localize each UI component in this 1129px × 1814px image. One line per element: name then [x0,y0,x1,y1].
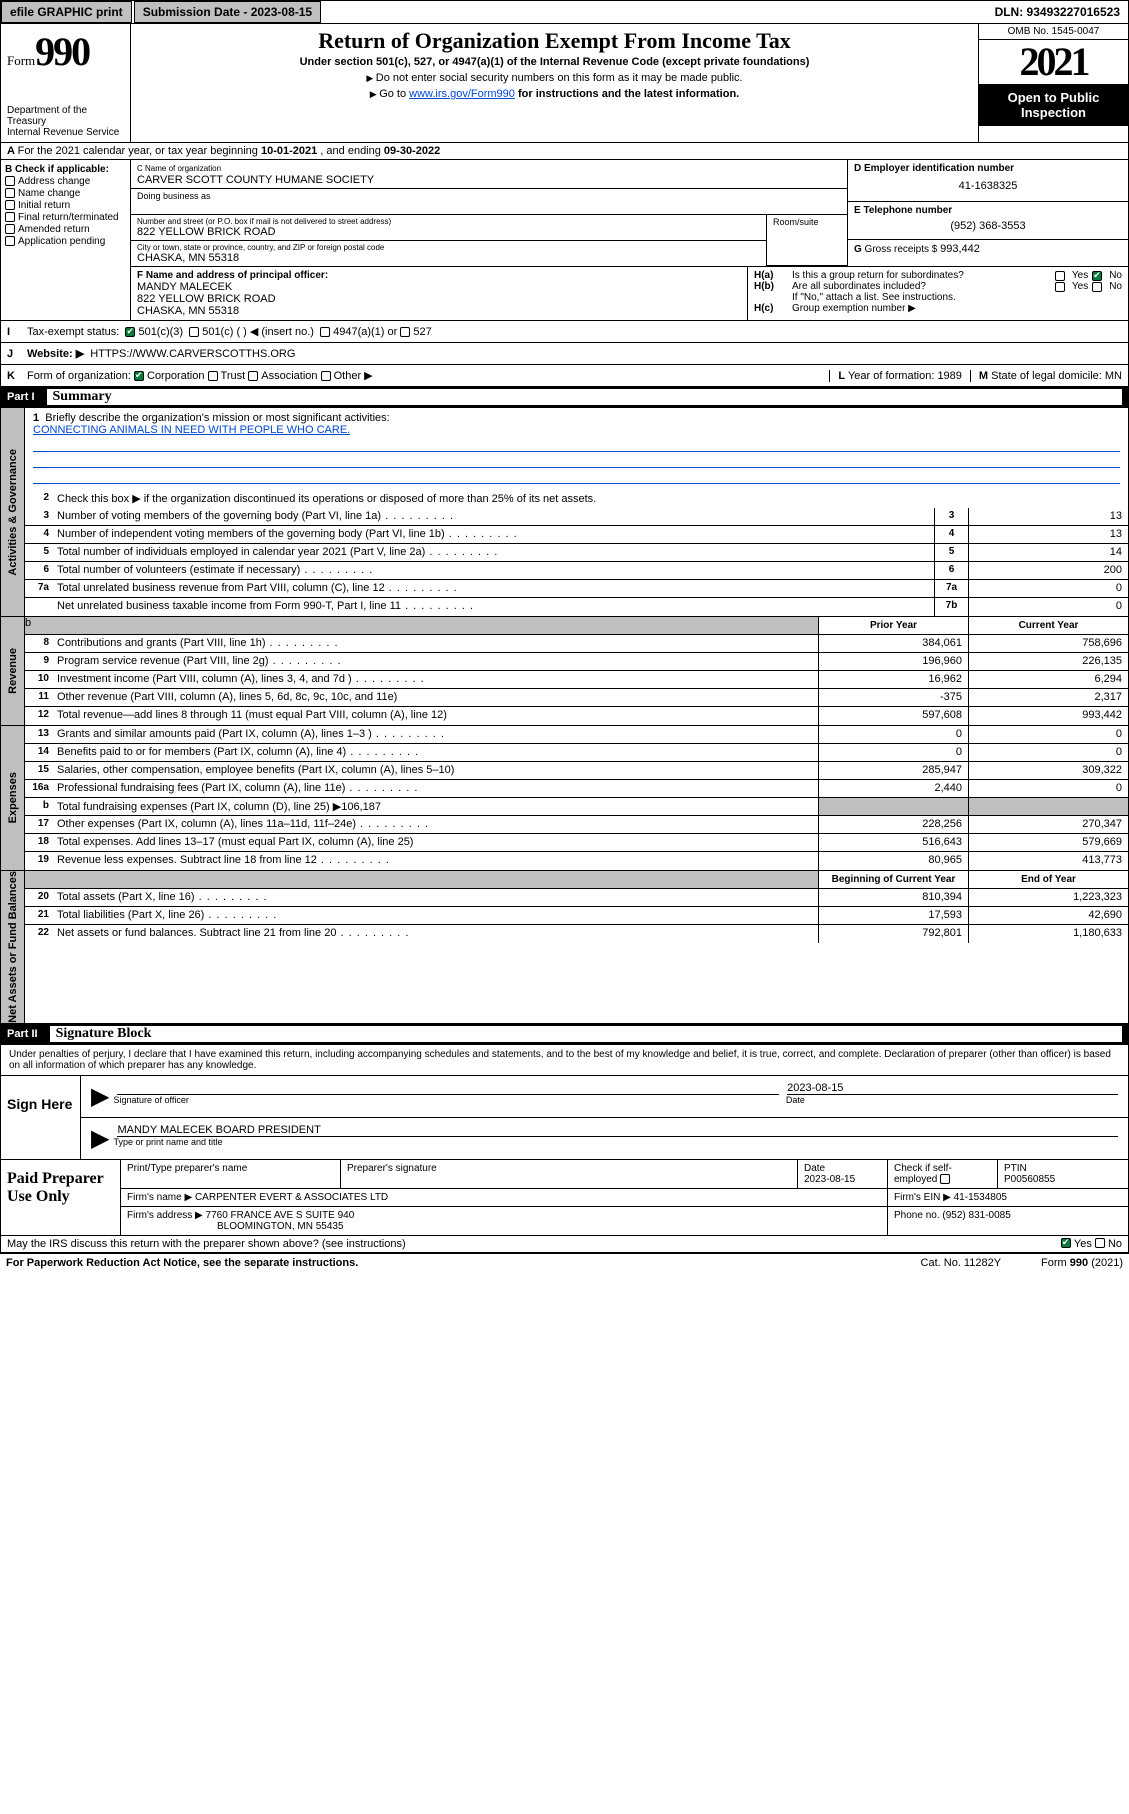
irs: Internal Revenue Service [7,127,124,138]
ein: 41-1638325 [854,174,1122,198]
col-b: B Check if applicable: Address change Na… [1,160,131,320]
netassets-section: Net Assets or Fund Balances Beginning of… [0,871,1129,1024]
row-a: A For the 2021 calendar year, or tax yea… [0,143,1129,160]
discuss-no[interactable] [1095,1238,1105,1248]
irs-link[interactable]: www.irs.gov/Form990 [409,88,515,100]
org-name: CARVER SCOTT COUNTY HUMANE SOCIETY [137,174,374,186]
telephone: (952) 368-3553 [854,216,1122,236]
chk-corp[interactable] [134,371,144,381]
chk-amended[interactable]: Amended return [5,224,126,235]
ptin: P00560855 [1004,1174,1055,1185]
chk-assoc[interactable] [248,371,258,381]
chk-other[interactable] [321,371,331,381]
activities-label: Activities & Governance [1,408,25,616]
caret-icon: ▶ [87,1082,113,1111]
expenses-section: Expenses 13Grants and similar amounts pa… [0,726,1129,871]
form-subtitle: Under section 501(c), 527, or 4947(a)(1)… [141,56,968,68]
website: HTTPS://WWW.CARVERSCOTTHS.ORG [90,348,295,360]
expenses-label: Expenses [1,726,25,870]
ein-row: D Employer identification number 41-1638… [848,160,1128,202]
chk-final[interactable]: Final return/terminated [5,212,126,223]
discuss-yes[interactable] [1061,1238,1071,1248]
dba: Doing business as [131,189,847,215]
chk-527[interactable] [400,327,410,337]
street-row: Number and street (or P.O. box if mail i… [131,215,766,241]
chk-name[interactable]: Name change [5,188,126,199]
principal-officer: F Name and address of principal officer:… [131,267,748,320]
col-c: C Name of organization CARVER SCOTT COUN… [131,160,1128,320]
chk-4947[interactable] [320,327,330,337]
open-public: Open to Public Inspection [979,84,1128,126]
sign-here-label: Sign Here [1,1076,81,1159]
main-block: B Check if applicable: Address change Na… [0,160,1129,321]
form-title: Return of Organization Exempt From Incom… [141,28,968,54]
mission-block: 1 Briefly describe the organization's mi… [25,408,1128,490]
header: Form990 Department of the Treasury Inter… [0,24,1129,143]
org-name-row: C Name of organization CARVER SCOTT COUN… [131,160,847,189]
chk-501c[interactable] [189,327,199,337]
header-right: OMB No. 1545-0047 2021 Open to Public In… [978,24,1128,142]
netassets-label: Net Assets or Fund Balances [1,871,25,1023]
part1-header: Part I Summary [0,387,1129,408]
sig-intro: Under penalties of perjury, I declare th… [0,1045,1129,1076]
note-link: Go to www.irs.gov/Form990 for instructio… [141,88,968,100]
tel-row: E Telephone number (952) 368-3553 [848,202,1128,240]
city: CHASKA, MN 55318 [137,252,239,264]
gross-receipts: 993,442 [940,243,980,255]
firm-ein: 41-1534805 [954,1192,1007,1203]
note-ssn: Do not enter social security numbers on … [141,72,968,84]
sign-here-block: Sign Here ▶ 2023-08-15 Signature of offi… [0,1076,1129,1160]
firm-phone: (952) 831-0085 [942,1210,1010,1221]
part2-header: Part II Signature Block [0,1024,1129,1045]
form-number: Form990 [7,28,124,75]
firm-name: CARPENTER EVERT & ASSOCIATES LTD [195,1192,388,1203]
top-bar: efile GRAPHIC print Submission Date - 20… [0,0,1129,24]
caret-icon: ▶ [87,1124,113,1153]
row-j: JWebsite: ▶ HTTPS://WWW.CARVERSCOTTHS.OR… [0,343,1129,365]
officer-name: MANDY MALECEK BOARD PRESIDENT [117,1124,320,1136]
omb: OMB No. 1545-0047 [979,24,1128,40]
chk-pending[interactable]: Application pending [5,236,126,247]
street: 822 YELLOW BRICK ROAD [137,226,276,238]
chk-501c3[interactable] [125,327,135,337]
chk-initial[interactable]: Initial return [5,200,126,211]
tax-year: 2021 [979,40,1128,84]
efile-btn[interactable]: efile GRAPHIC print [1,1,132,23]
city-row: City or town, state or province, country… [131,241,766,266]
room-suite: Room/suite [767,215,847,266]
mission-text: CONNECTING ANIMALS IN NEED WITH PEOPLE W… [33,424,1120,436]
dept: Department of the Treasury [7,105,124,127]
h-block: H(a)Is this a group return for subordina… [748,267,1128,320]
row-k: KForm of organization: Corporation Trust… [0,365,1129,387]
row-i: ITax-exempt status: 501(c)(3) 501(c) ( )… [0,321,1129,343]
gross-row: G Gross receipts $ 993,442 [848,240,1128,258]
revenue-section: Revenue bPrior YearCurrent Year 8Contrib… [0,617,1129,726]
chk-trust[interactable] [208,371,218,381]
chk-address[interactable]: Address change [5,176,126,187]
preparer-label: Paid Preparer Use Only [1,1160,121,1235]
header-mid: Return of Organization Exempt From Incom… [131,24,978,142]
preparer-block: Paid Preparer Use Only Print/Type prepar… [0,1160,1129,1236]
activities-section: Activities & Governance 1 Briefly descri… [0,408,1129,617]
header-left: Form990 Department of the Treasury Inter… [1,24,131,142]
discuss-row: May the IRS discuss this return with the… [0,1236,1129,1253]
dln: DLN: 93493227016523 [987,2,1128,22]
submission-btn[interactable]: Submission Date - 2023-08-15 [134,1,321,23]
footer: For Paperwork Reduction Act Notice, see … [0,1253,1129,1272]
revenue-label: Revenue [1,617,25,725]
